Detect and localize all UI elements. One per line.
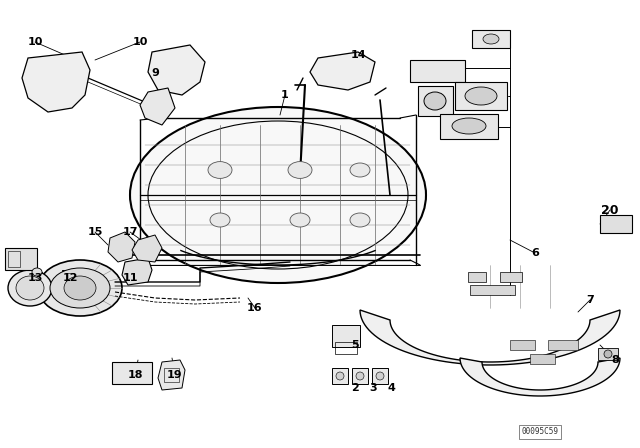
Bar (598, 348, 618, 360)
Bar (112, 362, 152, 384)
Bar (332, 368, 348, 384)
Bar (62, 270, 90, 288)
Bar (332, 325, 360, 347)
Ellipse shape (8, 270, 52, 306)
Ellipse shape (350, 213, 370, 227)
Text: 20: 20 (601, 203, 619, 216)
Ellipse shape (290, 213, 310, 227)
Text: 19: 19 (167, 370, 183, 380)
Ellipse shape (350, 163, 370, 177)
Bar (468, 272, 486, 282)
Bar (600, 215, 632, 233)
Text: 15: 15 (87, 227, 102, 237)
Text: 3: 3 (369, 383, 377, 393)
Text: 6: 6 (531, 248, 539, 258)
Bar (530, 354, 555, 364)
Polygon shape (310, 52, 375, 90)
Text: 17: 17 (122, 227, 138, 237)
Ellipse shape (376, 372, 384, 380)
Ellipse shape (130, 107, 426, 283)
Text: 2: 2 (351, 383, 359, 393)
Polygon shape (460, 358, 620, 396)
Text: 8: 8 (611, 355, 619, 365)
Text: 9: 9 (151, 68, 159, 78)
Bar (335, 342, 357, 354)
Polygon shape (108, 232, 135, 262)
Bar (455, 82, 507, 110)
Ellipse shape (483, 34, 499, 44)
Text: 16: 16 (247, 303, 263, 313)
Bar (470, 285, 515, 295)
Text: 18: 18 (127, 370, 143, 380)
Ellipse shape (465, 87, 497, 105)
Ellipse shape (356, 372, 364, 380)
Text: 12: 12 (62, 273, 77, 283)
Bar (372, 368, 388, 384)
Bar (510, 340, 535, 350)
Ellipse shape (32, 268, 42, 276)
Ellipse shape (424, 92, 446, 110)
Ellipse shape (452, 118, 486, 134)
Polygon shape (22, 52, 90, 112)
Bar (440, 114, 498, 139)
Polygon shape (122, 258, 152, 285)
Ellipse shape (208, 162, 232, 178)
Bar (66, 273, 74, 285)
Polygon shape (132, 235, 162, 262)
Ellipse shape (210, 213, 230, 227)
Ellipse shape (50, 268, 110, 308)
Ellipse shape (38, 260, 122, 316)
Text: 4: 4 (387, 383, 395, 393)
Bar (5, 248, 37, 270)
Text: 7: 7 (586, 295, 594, 305)
Ellipse shape (64, 276, 96, 300)
Ellipse shape (336, 372, 344, 380)
Polygon shape (148, 45, 205, 95)
Ellipse shape (288, 162, 312, 178)
Polygon shape (158, 360, 185, 390)
Bar (500, 272, 522, 282)
Bar (548, 340, 578, 350)
Bar (352, 368, 368, 384)
Bar (164, 368, 179, 382)
Polygon shape (360, 310, 620, 365)
Text: 10: 10 (132, 37, 148, 47)
Text: 11: 11 (122, 273, 138, 283)
Bar (8, 251, 20, 267)
Text: 1: 1 (281, 90, 289, 100)
Text: 5: 5 (351, 340, 359, 350)
Text: 13: 13 (28, 273, 43, 283)
Text: 00095C59: 00095C59 (522, 427, 559, 436)
Text: 14: 14 (350, 50, 366, 60)
Ellipse shape (16, 276, 44, 300)
Ellipse shape (604, 350, 612, 358)
Bar (472, 30, 510, 48)
Bar (410, 60, 465, 82)
Bar (418, 86, 453, 116)
Text: 10: 10 (28, 37, 43, 47)
Polygon shape (140, 88, 175, 125)
